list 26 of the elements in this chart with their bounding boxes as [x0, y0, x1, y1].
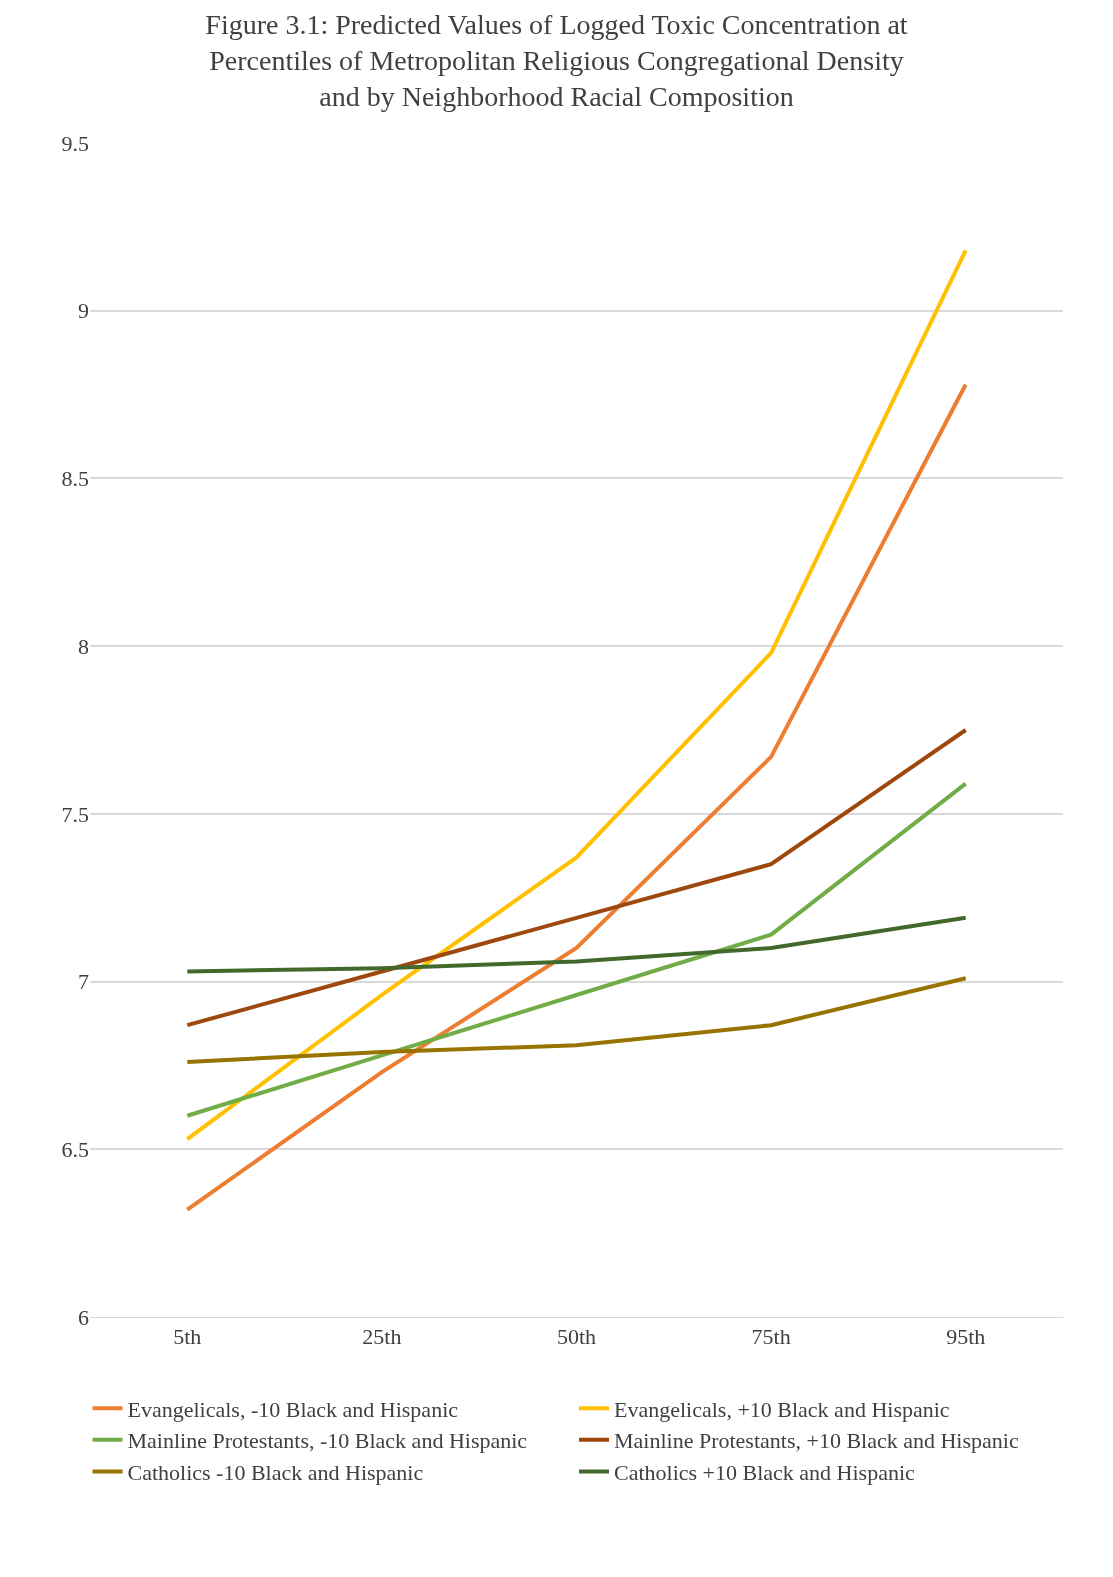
- x-tick-label: 75th: [751, 1324, 791, 1350]
- legend-label: Catholics -10 Black and Hispanic: [127, 1460, 424, 1486]
- line-series: [185, 915, 968, 974]
- legend-label: Evangelicals, +10 Black and Hispanic: [614, 1396, 950, 1422]
- line-series: [185, 728, 968, 1028]
- y-tick-label: 7.5: [61, 801, 89, 827]
- x-tick-label: 95th: [946, 1324, 986, 1350]
- legend-label: Catholics +10 Black and Hispanic: [614, 1460, 916, 1486]
- x-tick-label: 50th: [556, 1324, 597, 1350]
- y-tick-label: 9.5: [61, 130, 89, 156]
- y-tick-label: 6: [78, 1304, 89, 1330]
- line-series: [185, 382, 968, 1212]
- line-series: [185, 248, 968, 1142]
- legend-label: Evangelicals, -10 Black and Hispanic: [127, 1396, 459, 1422]
- chart-title: Figure 3.1: Predicted Values of Logged Toxic Concentration at Percentiles of Metropolitan Religious Congregational Density and by Neighborhood Racial Composition: [205, 8, 908, 113]
- y-tick-label: 9: [78, 298, 89, 324]
- x-tick-label: 5th: [173, 1324, 202, 1350]
- y-tick-label: 7: [78, 969, 89, 995]
- x-tick-label: 25th: [362, 1324, 402, 1350]
- legend-label: Mainline Protestants, +10 Black and Hispanic: [614, 1428, 1019, 1454]
- line-series: [185, 976, 968, 1065]
- line-series: [185, 781, 968, 1118]
- legend-label: Mainline Protestants, -10 Black and Hispanic: [127, 1428, 528, 1454]
- y-tick-label: 8: [78, 633, 89, 659]
- y-tick-label: 8.5: [61, 466, 89, 492]
- y-tick-label: 6.5: [61, 1136, 89, 1162]
